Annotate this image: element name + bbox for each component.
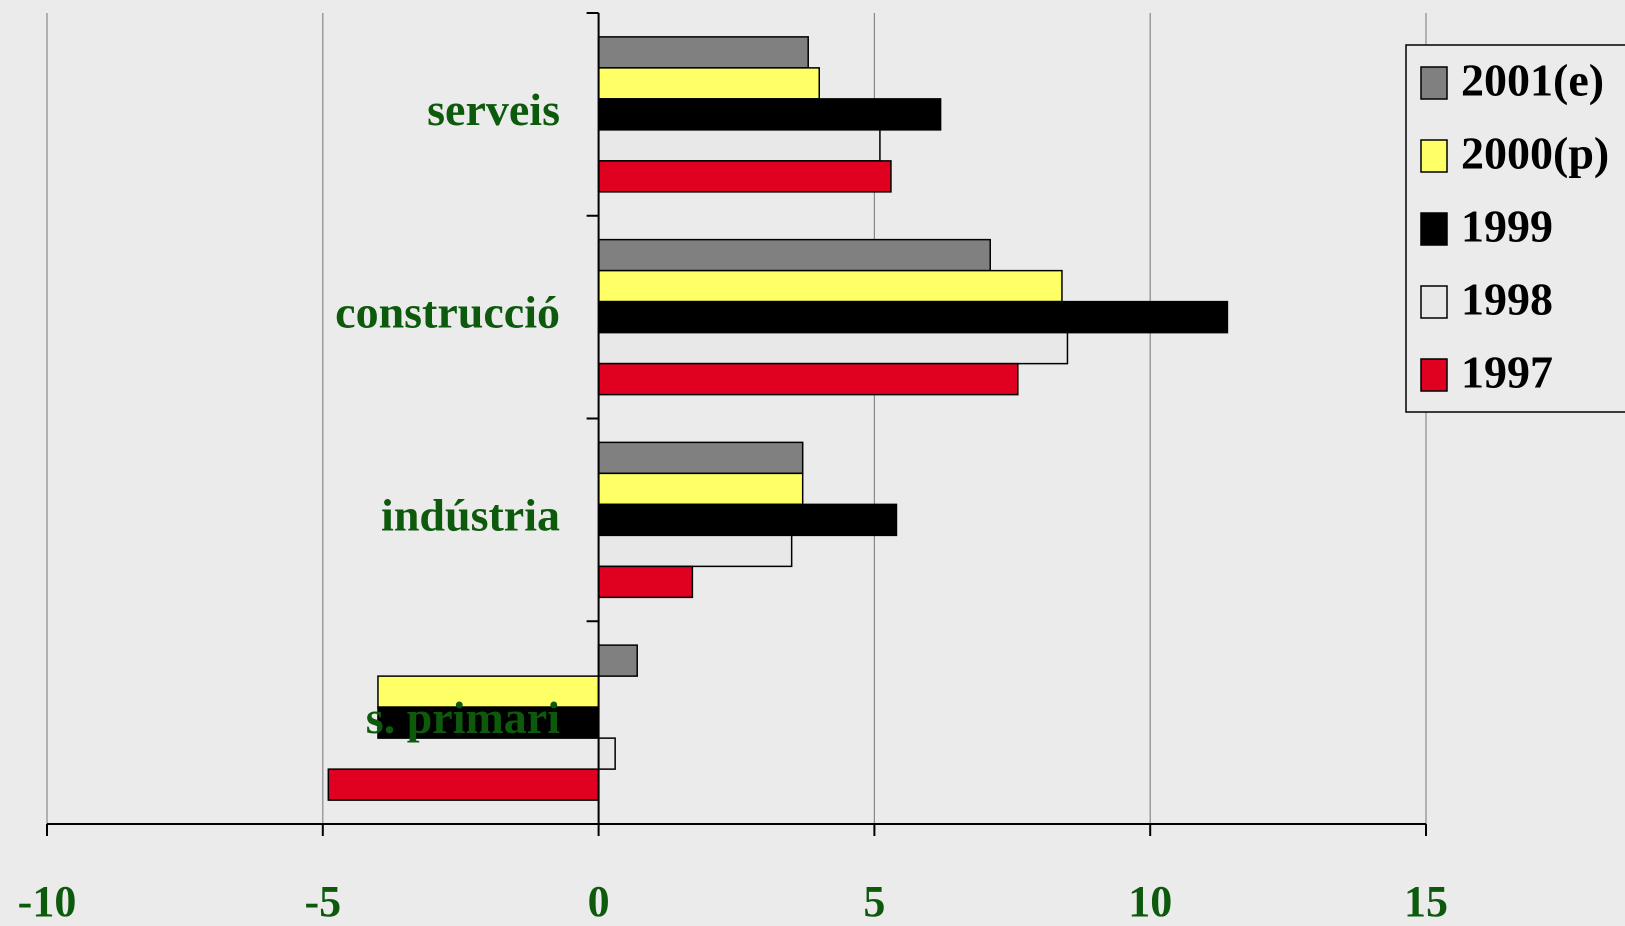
legend-swatch (1420, 358, 1448, 392)
category-label: indústria (381, 489, 560, 540)
category-label: construcció (335, 287, 560, 338)
bar (597, 238, 991, 272)
x-tick-label: 0 (588, 877, 610, 926)
bar (597, 503, 898, 537)
bar (597, 534, 793, 568)
legend-label: 1997 (1461, 347, 1553, 398)
legend-swatch (1420, 212, 1448, 246)
bar (597, 441, 804, 475)
legend-swatch (1420, 139, 1448, 173)
bar (597, 129, 881, 162)
bar (597, 331, 1069, 365)
bar (597, 98, 942, 131)
bar (597, 67, 820, 100)
bar (597, 565, 694, 599)
x-tick-label: -10 (18, 877, 77, 926)
x-tick-label: 10 (1128, 877, 1172, 926)
x-tick-label: 5 (863, 877, 885, 926)
bar (597, 160, 892, 193)
category-label: s. primari (366, 692, 560, 743)
bar (597, 36, 809, 69)
bar (597, 472, 804, 506)
legend-label: 1999 (1461, 201, 1553, 252)
bar (597, 644, 638, 677)
bar (597, 300, 1229, 334)
bar (597, 737, 616, 770)
bar (377, 706, 600, 739)
bar (597, 362, 1019, 396)
legend-swatch (1420, 66, 1448, 100)
x-tick-label: -5 (304, 877, 341, 926)
legend-label: 1998 (1461, 274, 1553, 325)
bar (597, 269, 1063, 303)
bar (327, 768, 600, 801)
x-tick-label: 15 (1404, 877, 1448, 926)
legend-label: 2000(p) (1461, 128, 1609, 179)
legend-label: 2001(e) (1461, 55, 1604, 106)
legend-swatch (1420, 285, 1448, 319)
category-label: serveis (427, 84, 560, 135)
